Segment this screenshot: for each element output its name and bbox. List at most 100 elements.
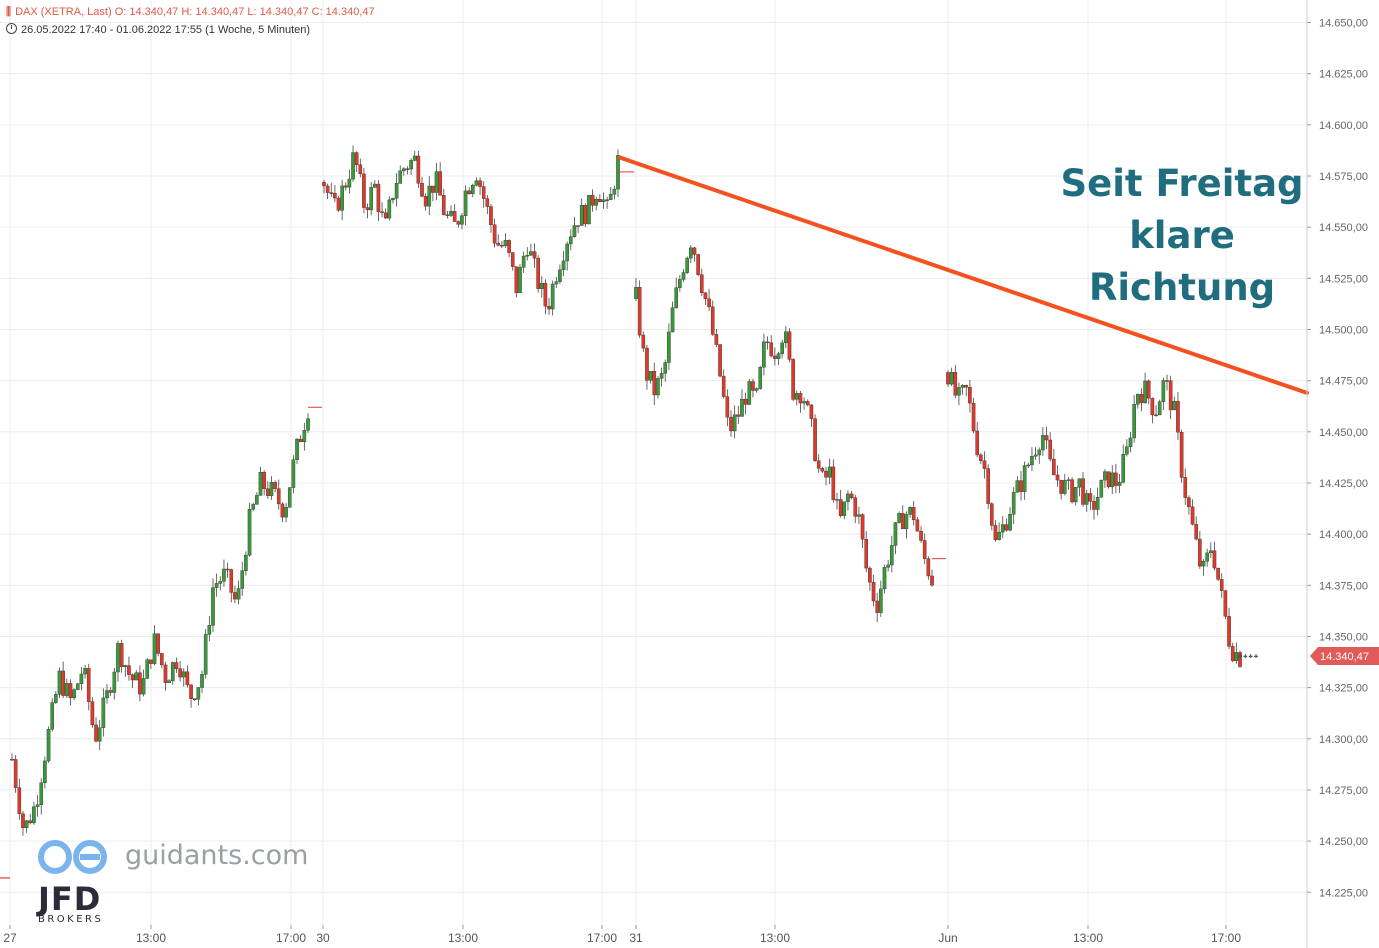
candle-up: [579, 205, 584, 226]
candle-up: [1121, 454, 1125, 483]
candle-down: [189, 684, 193, 699]
candle-down: [824, 470, 828, 478]
candle-down: [1190, 506, 1195, 525]
candle-down: [809, 404, 814, 419]
candle-up: [123, 665, 128, 667]
candle-down: [900, 513, 905, 530]
candle-down: [532, 251, 537, 259]
candle-up: [1084, 493, 1089, 505]
candle-up: [674, 287, 678, 308]
candle-up: [561, 260, 566, 271]
candle-up: [879, 588, 883, 613]
candle-up: [167, 680, 171, 683]
candle-up: [572, 225, 577, 237]
candle-up: [255, 495, 259, 505]
candle-down: [481, 186, 486, 199]
candle-down: [1059, 479, 1063, 494]
candle-up: [554, 281, 559, 285]
candle-up: [802, 401, 806, 404]
candle-down: [710, 306, 715, 335]
candle-up: [762, 341, 766, 368]
candle-up: [587, 195, 591, 225]
y-tick-label: 14.575,00: [1319, 171, 1368, 183]
candle-down: [1150, 397, 1155, 416]
candle-down: [1106, 471, 1111, 488]
candle-up: [634, 287, 638, 299]
candle-down: [336, 197, 341, 211]
annotation-line-1: Seit Freitag: [1060, 162, 1304, 205]
candle-up: [97, 727, 102, 742]
candle-down: [769, 342, 774, 357]
candle-down: [467, 190, 471, 195]
candle-up: [957, 387, 961, 396]
candle-down: [547, 305, 551, 310]
candle-down: [982, 460, 987, 469]
candle-down: [456, 221, 461, 225]
candle-up: [284, 507, 288, 518]
candle-up: [302, 430, 307, 443]
candle-up: [678, 279, 682, 289]
candle-down: [1088, 493, 1093, 502]
candle-up: [594, 199, 599, 206]
candle-up: [1099, 479, 1104, 498]
candle-down: [714, 334, 719, 345]
gridlines: [0, 0, 1307, 925]
candle-up: [409, 160, 413, 170]
candle-up: [24, 820, 29, 828]
candle-down: [721, 375, 726, 397]
candle-up: [247, 509, 252, 556]
candle-down: [1198, 538, 1202, 567]
candle-up: [251, 504, 255, 510]
candle-down: [975, 430, 979, 456]
candle-down: [1183, 477, 1188, 498]
candle-down: [751, 381, 755, 391]
range-line: 26.05.2022 17:40 - 01.06.2022 17:55 (1 W…: [21, 24, 311, 36]
candle-down: [28, 820, 33, 824]
candle-up: [39, 782, 44, 805]
candle-down: [438, 171, 442, 196]
x-tick-label: Jun: [938, 931, 957, 945]
candle-down: [496, 242, 501, 246]
candle-up: [667, 331, 671, 363]
candle-down: [68, 683, 73, 699]
candle-down: [420, 183, 424, 197]
candle-down: [765, 341, 770, 344]
candle-up: [1110, 472, 1115, 488]
candle-down: [718, 344, 722, 377]
candle-up: [747, 381, 752, 405]
candle-up: [857, 514, 861, 517]
annotation-line-2: klare: [1129, 214, 1235, 257]
candle-up: [101, 697, 106, 728]
candle-up: [732, 414, 737, 432]
candle-down: [1081, 478, 1085, 505]
candle-down: [743, 398, 748, 405]
candle-up: [518, 267, 522, 294]
candle-down: [736, 414, 741, 417]
candle-down: [605, 199, 609, 201]
candle-down: [1052, 458, 1056, 476]
candle-up: [1208, 550, 1213, 554]
candle-down: [922, 540, 927, 559]
candle-up: [758, 367, 763, 389]
last-price-tag: [1310, 646, 1379, 665]
candle-up: [57, 670, 62, 695]
candle-down: [21, 813, 25, 828]
candle-up: [391, 197, 395, 201]
candle-down: [90, 701, 95, 726]
candle-up: [387, 199, 392, 219]
candle-down: [178, 668, 182, 678]
candle-up: [670, 307, 675, 333]
candle-up: [1066, 479, 1071, 481]
candle-up: [35, 804, 40, 807]
candle-up: [1026, 464, 1031, 467]
candle-up: [1234, 652, 1239, 661]
candle-down: [174, 662, 179, 669]
candle-up: [1033, 454, 1038, 457]
candle-up: [1062, 480, 1067, 494]
candle-down: [1176, 401, 1180, 433]
candle-up: [784, 331, 788, 344]
candle-down: [431, 185, 435, 193]
candle-down: [445, 214, 450, 216]
